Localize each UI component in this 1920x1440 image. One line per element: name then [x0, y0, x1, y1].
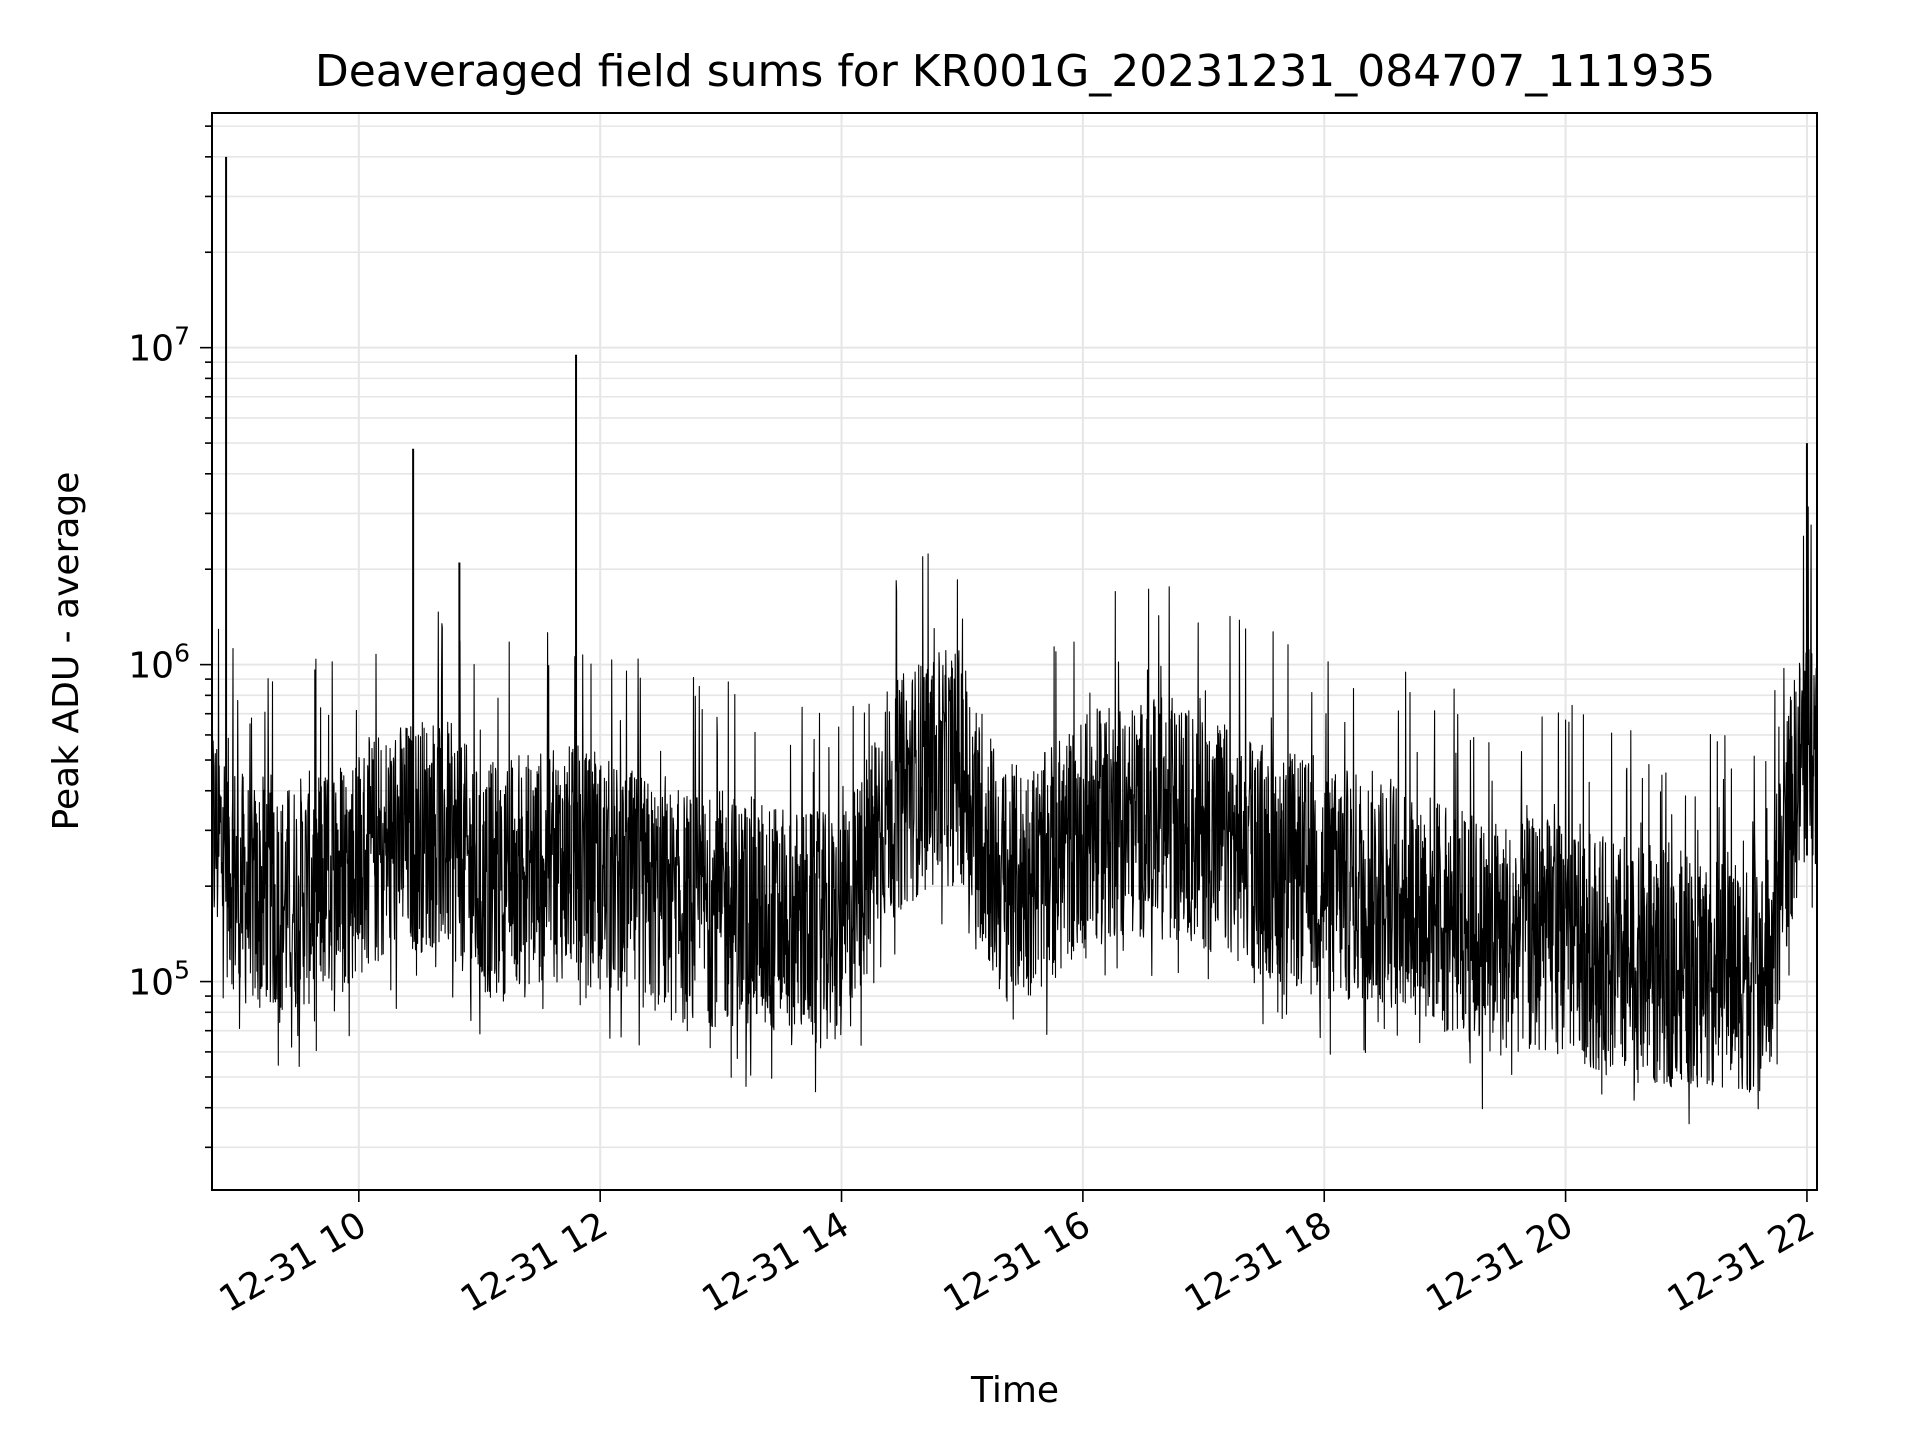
plot-frame — [211, 112, 1818, 1191]
x-axis-label: Time — [970, 1370, 1059, 1411]
series-line — [211, 506, 1818, 1125]
data-series — [211, 156, 1818, 1125]
y-tick-label: 107 — [128, 322, 190, 370]
y-tick-label: 105 — [128, 956, 190, 1004]
y-axis-label: Peak ADU - average — [46, 472, 87, 831]
chart-title: Deaveraged field sums for KR001G_2023123… — [315, 46, 1715, 97]
y-tick-label: 106 — [128, 639, 190, 687]
